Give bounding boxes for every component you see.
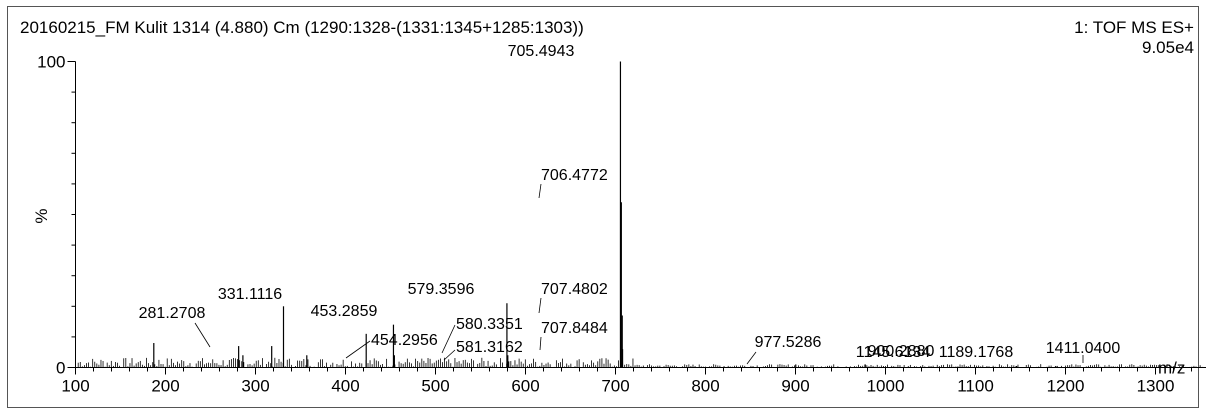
x-tick-label: 1200 [1047,377,1085,396]
x-tick-label: 100 [61,377,89,396]
x-tick-label: 200 [151,377,179,396]
peak-label: 453.2859 [311,303,378,320]
peak-leader-line [539,336,542,351]
peak-leader-line [746,351,757,365]
peak-leader-line [345,340,371,359]
peak-label: 977.5286 [755,334,822,351]
peak-label: 331.1116 [218,286,282,303]
x-tick-label: 300 [241,377,269,396]
peak-label: 707.4802 [541,281,608,298]
x-tick-label: 400 [331,377,359,396]
peak-label: 707.8484 [541,320,608,337]
peak-label: 281.2708 [139,305,206,322]
spectrum-frame [7,6,1199,408]
peak-label: 454.2956 [371,332,438,349]
peak-label: 579.3596 [408,281,475,298]
peak-label: 706.4772 [541,167,608,184]
x-tick-label: 1300 [1137,377,1175,396]
acquisition-mode: 1: TOF MS ES+ [1074,18,1194,37]
y-axis-label: % [32,208,51,223]
x-tick-label: 500 [421,377,449,396]
x-tick-label: 900 [781,377,809,396]
peak-leader-line [538,183,542,199]
max-intensity: 9.05e4 [1142,38,1194,57]
x-axis-label: m/z [1158,359,1185,378]
peak-leader-line [443,349,456,361]
x-tick-label: 600 [511,377,539,396]
peak-label: 581.3162 [456,339,523,356]
x-tick-label: 1000 [867,377,905,396]
y-tick-label: 100 [37,53,65,72]
peak-label: 705.4943 [508,43,575,60]
peak-leader-line [194,322,211,348]
peak-label: 1411.0400 [1046,340,1121,357]
x-tick-label: 800 [691,377,719,396]
peak-label: 1189.1768 [939,344,1014,361]
peak-label: 900.2880 [868,343,935,360]
x-tick-label: 1100 [957,377,994,396]
peak-label: 580.3351 [456,316,523,333]
spectrum-title: 20160215_FM Kulit 1314 (4.880) Cm (1290:… [20,18,584,37]
x-tick-label: 700 [601,377,629,396]
peak-leader-line [441,324,456,354]
peak-leader-line [538,297,542,314]
y-tick-label: 0 [56,359,65,378]
peak-label: 1145.6134 [856,344,931,361]
